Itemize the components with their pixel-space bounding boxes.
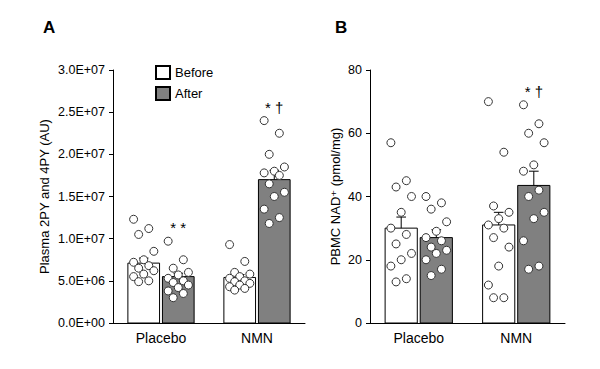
svg-text:1.5E+07: 1.5E+07 [58, 190, 105, 204]
svg-text:20: 20 [348, 253, 362, 267]
svg-text:NMN: NMN [241, 330, 273, 346]
svg-text:3.0E+07: 3.0E+07 [58, 63, 105, 77]
svg-text:After: After [175, 86, 203, 101]
svg-text:60: 60 [348, 126, 362, 140]
svg-text:PBMC NAD⁺ (pmol/mg): PBMC NAD⁺ (pmol/mg) [328, 128, 343, 266]
svg-text:0.0E+00: 0.0E+00 [58, 316, 105, 330]
svg-text:B: B [335, 18, 347, 37]
svg-text:* †: * † [525, 83, 543, 100]
svg-text:* *: * * [170, 219, 186, 236]
svg-text:40: 40 [348, 190, 362, 204]
svg-text:* †: * † [265, 99, 283, 116]
svg-text:Before: Before [175, 65, 213, 80]
svg-text:Plasma 2PY and 4PY (AU): Plasma 2PY and 4PY (AU) [37, 119, 52, 274]
svg-text:Placebo: Placebo [393, 330, 444, 346]
svg-text:Placebo: Placebo [136, 330, 187, 346]
svg-text:A: A [43, 18, 55, 37]
svg-text:NMN: NMN [500, 330, 532, 346]
svg-text:0: 0 [355, 316, 362, 330]
svg-text:5.0E+06: 5.0E+06 [58, 274, 105, 288]
svg-text:80: 80 [348, 63, 362, 77]
svg-text:2.0E+07: 2.0E+07 [58, 147, 105, 161]
svg-text:1.0E+07: 1.0E+07 [58, 232, 105, 246]
svg-text:2.5E+07: 2.5E+07 [58, 105, 105, 119]
